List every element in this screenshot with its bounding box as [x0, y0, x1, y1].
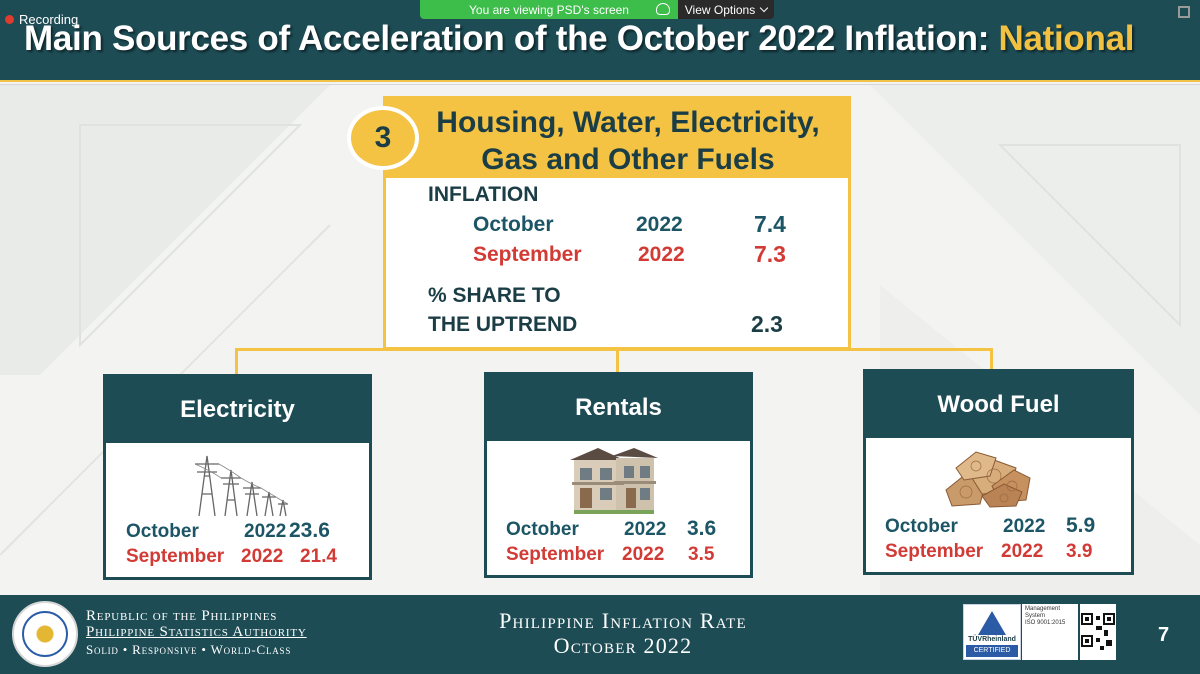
sub-box-title: Electricity — [180, 396, 295, 423]
main-category-title: Housing, Water, Electricity, Gas and Oth… — [408, 104, 848, 178]
main-oct-month: October — [473, 213, 554, 236]
connector-horizontal — [235, 348, 993, 351]
slide-title-accent: National — [998, 19, 1135, 58]
footer-center-line2: October 2022 — [553, 633, 693, 658]
electricity-sep-month: September — [126, 546, 225, 567]
category-number-badge: 3 — [347, 106, 419, 170]
main-oct-value: 7.4 — [754, 211, 786, 237]
footer-org-line1: Republic of the Philippines — [86, 608, 278, 624]
electricity-oct-value: 23.6 — [289, 519, 330, 542]
wood-fuel-sep-month: September — [885, 541, 984, 562]
page-number: 7 — [1158, 624, 1170, 646]
slide-title: Main Sources of Acceleration of the Octo… — [24, 19, 1184, 59]
share-label-line2: THE UPTREND — [428, 313, 578, 336]
management-system-label: Management System ISO 9001:2015 — [1022, 604, 1078, 660]
window-toggle-icon[interactable] — [1178, 6, 1190, 18]
header-divider-thin — [0, 84, 1200, 85]
share-value: 2.3 — [751, 311, 783, 337]
cert-brand: TÜVRheinland — [968, 636, 1016, 643]
sub-box-title: Wood Fuel — [937, 391, 1060, 418]
footer-org-line3: Solid • Responsive • World-Class — [86, 642, 292, 657]
recording-indicator: Recording — [0, 10, 78, 28]
main-sep-value: 7.3 — [754, 241, 786, 267]
tuv-certification-badge: TÜVRheinland CERTIFIED — [963, 604, 1021, 660]
sub-box-title: Rentals — [575, 394, 662, 421]
sub-box-electricity: Electricity — [103, 374, 372, 580]
cert-label: CERTIFIED — [966, 645, 1018, 657]
rentals-oct-value: 3.6 — [687, 517, 717, 540]
share-label-line1: % SHARE TO — [428, 284, 561, 307]
screen-share-banner: You are viewing PSD's screen — [420, 0, 678, 19]
footer-center-line1: Philippine Inflation Rate — [499, 608, 747, 633]
slide-title-main: Main Sources of Acceleration of the Octo… — [24, 19, 999, 58]
sub-box-rentals: Rentals — [484, 372, 753, 578]
house-icon — [570, 448, 658, 514]
main-oct-year: 2022 — [636, 213, 683, 236]
main-sep-month: September — [473, 243, 582, 266]
firewood-icon — [945, 451, 1031, 508]
tuv-triangle-icon — [978, 611, 1006, 635]
wood-fuel-oct-year: 2022 — [1003, 516, 1046, 537]
qr-code-icon — [1080, 604, 1116, 660]
electricity-sep-year: 2022 — [241, 546, 284, 567]
sub-box-header: Wood Fuel — [866, 372, 1131, 438]
category-number: 3 — [374, 121, 392, 154]
electricity-sep-value: 21.4 — [300, 546, 337, 567]
sub-box-header: Rentals — [487, 375, 750, 441]
electricity-oct-month: October — [126, 521, 199, 542]
connector-left — [235, 348, 238, 376]
footer-org-line2: Philippine Statistics Authority — [86, 624, 307, 640]
chevron-down-icon — [759, 3, 769, 13]
main-category-header — [383, 96, 851, 178]
view-options-label: View Options — [684, 2, 756, 17]
wood-fuel-sep-value: 3.9 — [1066, 541, 1093, 562]
rentals-sep-value: 3.5 — [688, 544, 715, 565]
wood-fuel-sep-year: 2022 — [1001, 541, 1044, 562]
inflation-label: INFLATION — [428, 183, 539, 206]
sub-box-header: Electricity — [106, 377, 369, 443]
main-title-line2: Gas and Other Fuels — [481, 143, 775, 176]
psa-seal-logo — [12, 601, 78, 667]
wood-fuel-oct-value: 5.9 — [1066, 514, 1096, 537]
main-title-line1: Housing, Water, Electricity, — [436, 106, 820, 139]
cloud-icon[interactable] — [656, 3, 670, 15]
main-sep-year: 2022 — [638, 243, 685, 266]
screen-share-notice: You are viewing PSD's screen — [469, 2, 629, 17]
connector-center — [616, 348, 619, 374]
mgmt-line2: System — [1025, 613, 1046, 619]
wood-fuel-oct-month: October — [885, 516, 958, 537]
rentals-oct-year: 2022 — [624, 519, 667, 540]
view-options-button[interactable]: View Options — [678, 0, 774, 19]
electricity-oct-year: 2022 — [244, 521, 287, 542]
rentals-oct-month: October — [506, 519, 579, 540]
header-divider — [0, 80, 1200, 82]
recording-dot-icon — [5, 14, 14, 24]
power-transmission-towers-icon — [194, 455, 289, 517]
rentals-sep-year: 2022 — [622, 544, 665, 565]
mgmt-line1: Management — [1025, 606, 1061, 612]
mgmt-line3: ISO 9001:2015 — [1025, 620, 1066, 626]
rentals-sep-month: September — [506, 544, 605, 565]
recording-label: Recording — [19, 11, 79, 27]
connector-right — [990, 348, 993, 370]
